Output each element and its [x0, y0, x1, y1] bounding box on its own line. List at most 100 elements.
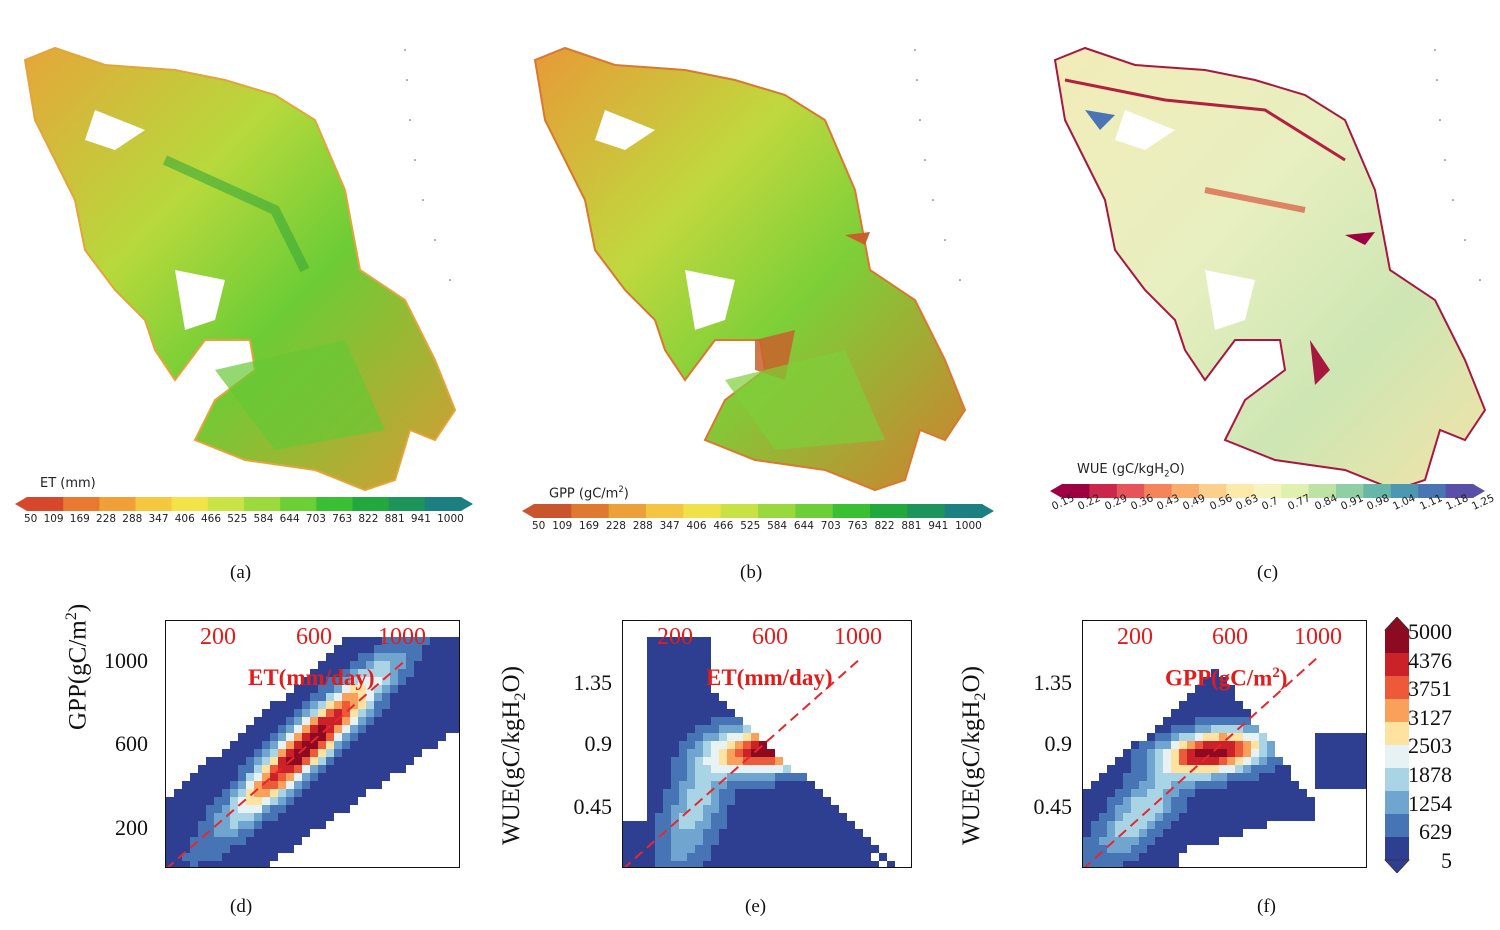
density-cell: [382, 725, 390, 733]
density-cell: [326, 741, 334, 749]
density-cell: [270, 757, 278, 765]
density-cell: [679, 677, 687, 685]
density-cell: [278, 813, 286, 821]
colorbar-segment: [1171, 484, 1200, 498]
density-cell: [430, 685, 438, 693]
density-cell: [1235, 805, 1243, 813]
density-cell: [1171, 853, 1179, 861]
density-cell: [839, 861, 847, 867]
density-cell: [1259, 789, 1267, 797]
density-cell: [1315, 741, 1323, 749]
colorbar-segment: [1385, 630, 1409, 654]
density-cell: [1267, 797, 1275, 805]
density-cell: [1203, 685, 1211, 693]
density-cell: [847, 821, 855, 829]
colorbar-segment: [608, 504, 647, 518]
density-cell: [783, 789, 791, 797]
map-c: [1053, 46, 1487, 492]
density-cell: [679, 773, 687, 781]
density-cell: [687, 765, 695, 773]
density-cell: [711, 845, 719, 853]
density-cell: [246, 789, 254, 797]
density-cell: [751, 765, 759, 773]
density-cell: [1195, 789, 1203, 797]
density-cell: [695, 741, 703, 749]
density-cell: [334, 717, 342, 725]
density-cell: [1211, 837, 1219, 845]
density-cell: [270, 837, 278, 845]
density-cell: [1331, 757, 1339, 765]
density-cell: [1259, 781, 1267, 789]
density-cell: [767, 749, 775, 757]
density-cell: [414, 701, 422, 709]
density-cell: [1267, 773, 1275, 781]
density-cell: [390, 717, 398, 725]
density-cell: [342, 733, 350, 741]
density-cell: [1123, 813, 1131, 821]
density-cell: [246, 781, 254, 789]
density-cell: [679, 797, 687, 805]
density-cell: [743, 829, 751, 837]
density-cell: [687, 725, 695, 733]
density-cell: [334, 741, 342, 749]
density-cell: [246, 749, 254, 757]
density-cell: [1331, 749, 1339, 757]
density-cell: [1227, 821, 1235, 829]
density-cell: [350, 725, 358, 733]
density-cell: [230, 749, 238, 757]
density-cell: [374, 653, 382, 661]
density-cell: [446, 661, 454, 669]
density-cell: [655, 669, 663, 677]
density-cell: [855, 837, 863, 845]
colorbar-segment: [63, 497, 100, 511]
density-cell: [743, 797, 751, 805]
density-cell: [1147, 837, 1155, 845]
density-cell: [727, 789, 735, 797]
colorbar-tick-label: 228: [96, 513, 117, 525]
density-cell: [1099, 861, 1107, 867]
density-cell: [1123, 853, 1131, 861]
density-cell: [631, 829, 639, 837]
density-cell: [663, 741, 671, 749]
density-cell: [430, 717, 438, 725]
density-cell: [1187, 805, 1195, 813]
density-cell: [647, 837, 655, 845]
density-cell: [1307, 813, 1315, 821]
density-cell: [1347, 773, 1355, 781]
density-cell: [318, 805, 326, 813]
colorbar-segment: [1445, 484, 1474, 498]
density-cell: [719, 725, 727, 733]
density-cell: [1179, 845, 1187, 853]
density-cell: [358, 781, 366, 789]
density-cell: [735, 853, 743, 861]
density-cell: [671, 837, 679, 845]
density-cell: [342, 685, 350, 693]
density-cell: [366, 637, 374, 645]
density-cell: [1163, 861, 1171, 867]
density-cell: [1299, 797, 1307, 805]
density-cell: [350, 797, 358, 805]
density-cell: [791, 805, 799, 813]
density-cell: [1291, 781, 1299, 789]
density-cell: [166, 797, 174, 805]
density-cell: [326, 693, 334, 701]
density-cell: [1099, 773, 1107, 781]
density-cell: [326, 725, 334, 733]
map-a: [23, 46, 457, 492]
density-cell: [1219, 789, 1227, 797]
density-cell: [679, 645, 687, 653]
density-cell: [206, 861, 214, 867]
density-cell: [711, 709, 719, 717]
density-cell: [631, 821, 639, 829]
colorbar-segment: [1390, 484, 1419, 498]
density-cell: [286, 781, 294, 789]
density-cell: [823, 845, 831, 853]
density-cell: [350, 709, 358, 717]
density-cell: [294, 773, 302, 781]
density-cell: [647, 805, 655, 813]
density-cell: [1187, 741, 1195, 749]
density-cell: [719, 829, 727, 837]
density-cell: [1235, 757, 1243, 765]
density-cell: [791, 797, 799, 805]
density-cell: [687, 821, 695, 829]
